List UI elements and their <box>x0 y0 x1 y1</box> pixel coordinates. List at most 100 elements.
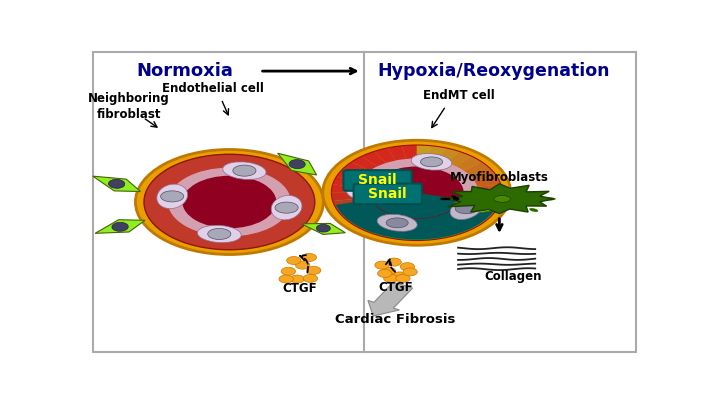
Wedge shape <box>417 184 502 193</box>
Wedge shape <box>417 156 482 193</box>
Circle shape <box>378 270 392 278</box>
Ellipse shape <box>529 208 538 212</box>
Wedge shape <box>417 162 491 193</box>
Ellipse shape <box>455 204 477 214</box>
Ellipse shape <box>275 202 298 213</box>
Wedge shape <box>417 193 471 234</box>
FancyBboxPatch shape <box>353 184 422 204</box>
Wedge shape <box>336 169 417 193</box>
Text: Hypoxia/Reoxygenation: Hypoxia/Reoxygenation <box>378 62 610 80</box>
Ellipse shape <box>109 179 125 188</box>
Wedge shape <box>331 193 417 201</box>
Polygon shape <box>445 184 554 214</box>
Wedge shape <box>333 176 417 193</box>
Ellipse shape <box>450 198 483 220</box>
Ellipse shape <box>161 191 183 202</box>
Circle shape <box>144 154 315 250</box>
Circle shape <box>135 150 324 254</box>
Circle shape <box>396 274 410 282</box>
Wedge shape <box>417 146 446 193</box>
Wedge shape <box>351 193 417 229</box>
Circle shape <box>387 258 401 266</box>
Wedge shape <box>333 193 417 209</box>
Circle shape <box>302 254 316 262</box>
Circle shape <box>370 166 464 219</box>
Circle shape <box>279 275 294 283</box>
Wedge shape <box>336 193 417 217</box>
Ellipse shape <box>386 218 408 228</box>
Circle shape <box>168 168 291 236</box>
Wedge shape <box>374 148 417 193</box>
Polygon shape <box>93 176 141 192</box>
Circle shape <box>392 272 407 280</box>
Text: Snail: Snail <box>368 187 407 201</box>
Ellipse shape <box>377 214 417 231</box>
Ellipse shape <box>271 196 302 220</box>
Ellipse shape <box>349 182 371 192</box>
Ellipse shape <box>316 224 331 232</box>
Text: Neighboring
fibroblast: Neighboring fibroblast <box>87 92 169 121</box>
Polygon shape <box>95 220 145 233</box>
Wedge shape <box>417 193 482 229</box>
Circle shape <box>384 274 398 282</box>
Circle shape <box>382 267 396 275</box>
Wedge shape <box>417 176 501 193</box>
Ellipse shape <box>346 176 375 199</box>
Wedge shape <box>417 193 446 240</box>
Text: Endothelial cell: Endothelial cell <box>162 82 264 94</box>
Wedge shape <box>343 162 417 193</box>
Ellipse shape <box>542 197 556 200</box>
Wedge shape <box>402 145 417 193</box>
Wedge shape <box>417 193 501 209</box>
Polygon shape <box>278 153 316 175</box>
Text: Normoxia: Normoxia <box>137 62 234 80</box>
Text: Snail: Snail <box>358 174 397 188</box>
Ellipse shape <box>494 196 510 202</box>
Ellipse shape <box>208 228 231 240</box>
Text: Cardiac Fibrosis: Cardiac Fibrosis <box>334 313 455 326</box>
Wedge shape <box>351 156 417 193</box>
Wedge shape <box>331 184 417 193</box>
Circle shape <box>356 158 479 227</box>
Ellipse shape <box>112 222 128 231</box>
Circle shape <box>400 263 415 271</box>
Text: Myofibroblasts: Myofibroblasts <box>450 171 549 184</box>
Ellipse shape <box>157 184 188 208</box>
Text: EndMT cell: EndMT cell <box>423 89 495 102</box>
Ellipse shape <box>198 225 241 242</box>
Ellipse shape <box>442 197 457 200</box>
FancyBboxPatch shape <box>343 170 412 191</box>
Wedge shape <box>417 193 459 238</box>
Wedge shape <box>417 193 497 217</box>
Polygon shape <box>454 201 503 213</box>
Circle shape <box>281 267 296 275</box>
FancyBboxPatch shape <box>92 52 636 352</box>
Wedge shape <box>387 193 417 240</box>
Polygon shape <box>301 224 346 234</box>
Ellipse shape <box>411 154 452 170</box>
Ellipse shape <box>289 160 305 169</box>
Circle shape <box>375 261 389 269</box>
Circle shape <box>323 140 510 245</box>
Text: CTGF: CTGF <box>282 282 317 295</box>
Circle shape <box>183 176 277 228</box>
Wedge shape <box>374 193 417 238</box>
FancyArrow shape <box>368 282 412 316</box>
Circle shape <box>185 177 274 227</box>
Wedge shape <box>362 193 417 234</box>
Text: CTGF: CTGF <box>378 281 412 294</box>
Ellipse shape <box>232 165 256 176</box>
Wedge shape <box>402 193 417 240</box>
Wedge shape <box>336 193 498 240</box>
Circle shape <box>290 275 304 283</box>
Wedge shape <box>417 169 497 193</box>
Wedge shape <box>417 193 432 240</box>
Circle shape <box>306 266 321 274</box>
Wedge shape <box>417 193 491 224</box>
Wedge shape <box>362 152 417 193</box>
Text: Collagen: Collagen <box>484 270 542 283</box>
Wedge shape <box>417 148 459 193</box>
Ellipse shape <box>420 157 442 167</box>
Wedge shape <box>417 145 432 193</box>
Circle shape <box>403 268 417 276</box>
